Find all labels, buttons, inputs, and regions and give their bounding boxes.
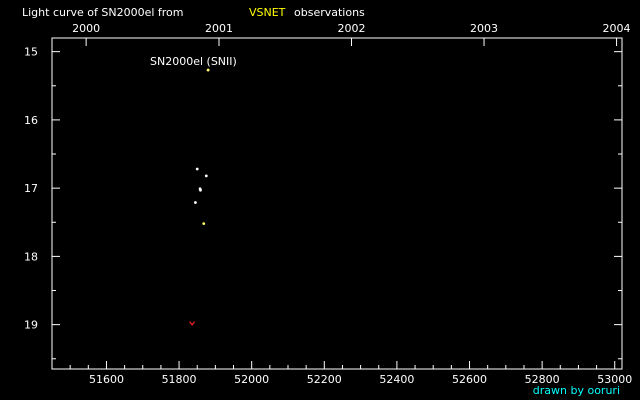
- axis-ticks: [52, 38, 622, 369]
- ccd-data-point: [204, 174, 208, 178]
- upper-limit-point: [189, 321, 196, 326]
- ccd-data-point: [194, 201, 197, 204]
- x-tick-label: 53000: [597, 373, 632, 386]
- credit-label: drawn by ooruri: [533, 384, 620, 397]
- x-tick-label: 51600: [89, 373, 124, 386]
- y-tick-label: 16: [24, 114, 38, 127]
- chart-title-source: VSNET: [249, 6, 286, 19]
- x-tick-label: 52400: [379, 373, 414, 386]
- sn-annotation: SN2000el (SNII): [150, 55, 237, 68]
- plot-frame: [51, 37, 623, 370]
- ccd-data-point: [195, 167, 199, 171]
- y-tick-label: 15: [24, 46, 38, 59]
- year-tick-label: 2004: [603, 22, 631, 35]
- year-tick-label: 2001: [205, 22, 233, 35]
- year-tick-label: 2002: [338, 22, 366, 35]
- x-tick-label: 52000: [234, 373, 269, 386]
- x-tick-label: 52600: [452, 373, 487, 386]
- x-tick-label: 52800: [525, 373, 560, 386]
- x-tick-label: 51800: [162, 373, 197, 386]
- data-points: [189, 68, 210, 326]
- year-tick-label: 2003: [470, 22, 498, 35]
- year-tick-label: 2000: [72, 22, 100, 35]
- chart-title-suffix: observations: [294, 6, 365, 19]
- y-tick-label: 19: [24, 319, 38, 332]
- chart-title-prefix: Light curve of SN2000el from: [22, 6, 184, 19]
- visual-data-point: [206, 68, 210, 72]
- y-tick-label: 17: [24, 182, 38, 195]
- visual-data-point: [202, 222, 206, 226]
- ccd-data-point: [199, 188, 202, 192]
- axis-labels: 51600 51800 52000 52200 52400 52600 52800 53000…: [24, 22, 632, 386]
- x-tick-label: 52200: [307, 373, 342, 386]
- y-tick-label: 18: [24, 250, 38, 263]
